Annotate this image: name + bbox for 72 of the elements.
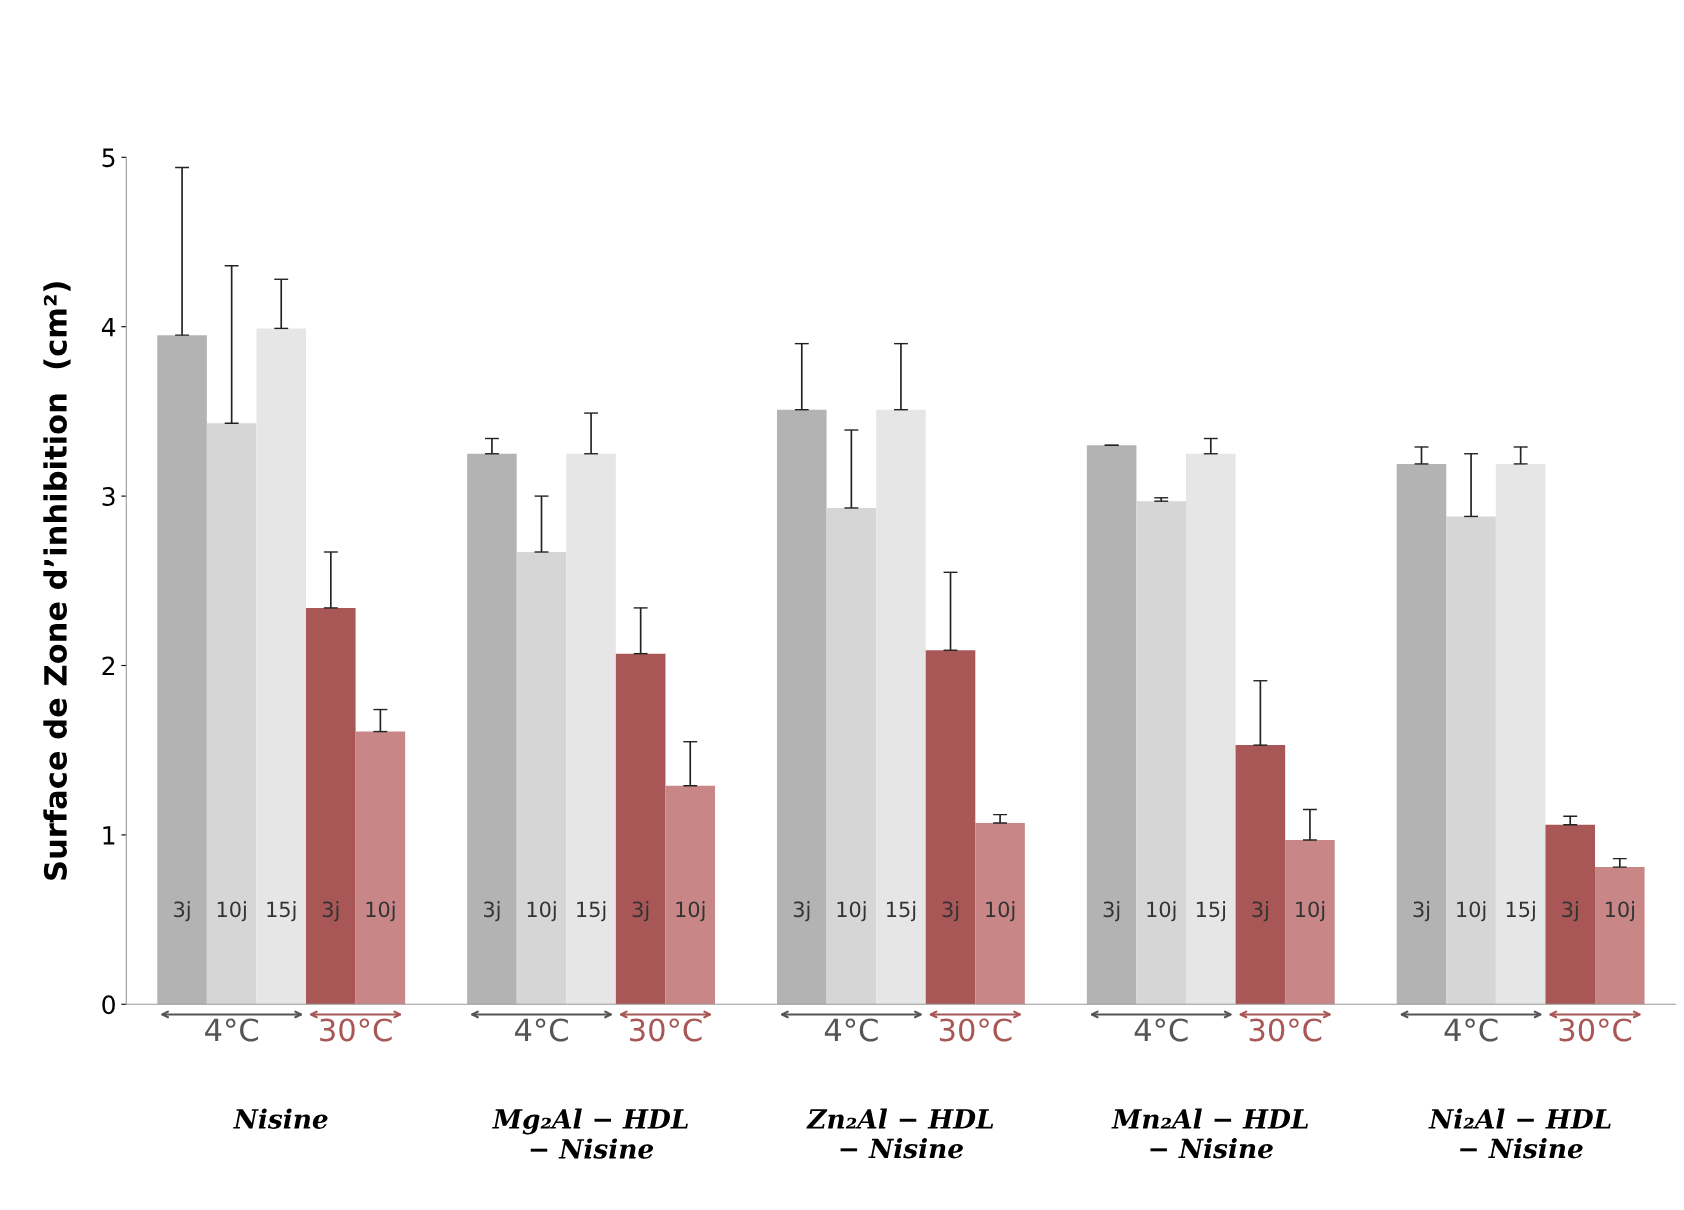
text: 4°C [1444, 1018, 1498, 1042]
series-label: 3j [174, 901, 190, 922]
bar [925, 650, 976, 1005]
text: 15j [267, 901, 296, 922]
bar [306, 607, 356, 1005]
bar [876, 409, 926, 1005]
bar [826, 507, 877, 1005]
bar [777, 409, 827, 1005]
text: 10j [1147, 901, 1176, 922]
text: 10j [217, 901, 246, 922]
x-tick-label: Ni₂Al − HDL − Nisine [1428, 1108, 1611, 1159]
bar [206, 423, 257, 1005]
text: 10j [1605, 901, 1634, 922]
bar [467, 453, 517, 1005]
text: 3j [942, 901, 959, 922]
x-tick-label: Mg₂Al − HDL − Nisine [492, 1108, 688, 1159]
text: 3j [1103, 901, 1120, 922]
text: 4°C [1134, 1018, 1188, 1042]
text: 30°C [1559, 1018, 1632, 1042]
text: 10j [837, 901, 866, 922]
text: 3j [793, 901, 810, 922]
y-axis-title: Surface de Zone d’inhibition (cm²) [43, 282, 71, 880]
y-tick-label: 2 [102, 656, 115, 675]
bar [1446, 516, 1496, 1005]
text: 30°C [630, 1018, 702, 1042]
text: 10j [366, 901, 395, 922]
bar [1136, 501, 1187, 1005]
y-tick-label: 5 [102, 148, 115, 168]
text: 15j [887, 901, 916, 922]
bar [1545, 824, 1596, 1005]
text: 4°C [824, 1018, 878, 1042]
bar [157, 335, 207, 1005]
x-tick-label: Mn₂Al − HDL − Nisine [1111, 1108, 1308, 1159]
series-label: 3j [322, 901, 339, 922]
text: 10j [676, 901, 705, 922]
text: 30°C [1249, 1018, 1322, 1042]
y-tick-label: 0 [102, 995, 115, 1015]
bar [256, 328, 307, 1005]
bar [1086, 445, 1137, 1005]
bar [665, 785, 716, 1005]
x-tick-label: Nisine [233, 1108, 328, 1129]
text: 4°C [514, 1018, 568, 1042]
y-tick-label: 4 [101, 317, 116, 337]
bar [615, 653, 666, 1005]
bar [1235, 745, 1286, 1005]
bar [1396, 463, 1447, 1005]
text: 10j [986, 901, 1015, 922]
text: 30°C [320, 1018, 392, 1042]
text: 3j [632, 901, 649, 922]
text: 15j [577, 901, 606, 922]
bar [566, 453, 616, 1005]
bar [516, 552, 567, 1005]
x-tick-label: Zn₂Al − HDL − Nisine [806, 1108, 994, 1159]
series-label: 15j [1196, 901, 1225, 922]
text: 4°C [205, 1018, 259, 1042]
text: 10j [527, 901, 556, 922]
text: 3j [1413, 901, 1430, 922]
text: 15j [1506, 901, 1535, 922]
text: 30°C [939, 1018, 1012, 1042]
text: 3j [484, 901, 500, 922]
bar [1285, 839, 1335, 1005]
bar [355, 731, 406, 1005]
series-label: 10j [1457, 901, 1486, 922]
y-tick-label: 3 [102, 487, 115, 506]
series-label: 10j [1296, 901, 1325, 922]
text: 3j [1252, 901, 1268, 922]
text: 3j [1562, 901, 1578, 922]
bar [975, 823, 1025, 1005]
bar [1595, 867, 1645, 1005]
bar [1495, 463, 1546, 1005]
y-tick-label: 1 [103, 826, 115, 845]
bar [1186, 453, 1236, 1005]
